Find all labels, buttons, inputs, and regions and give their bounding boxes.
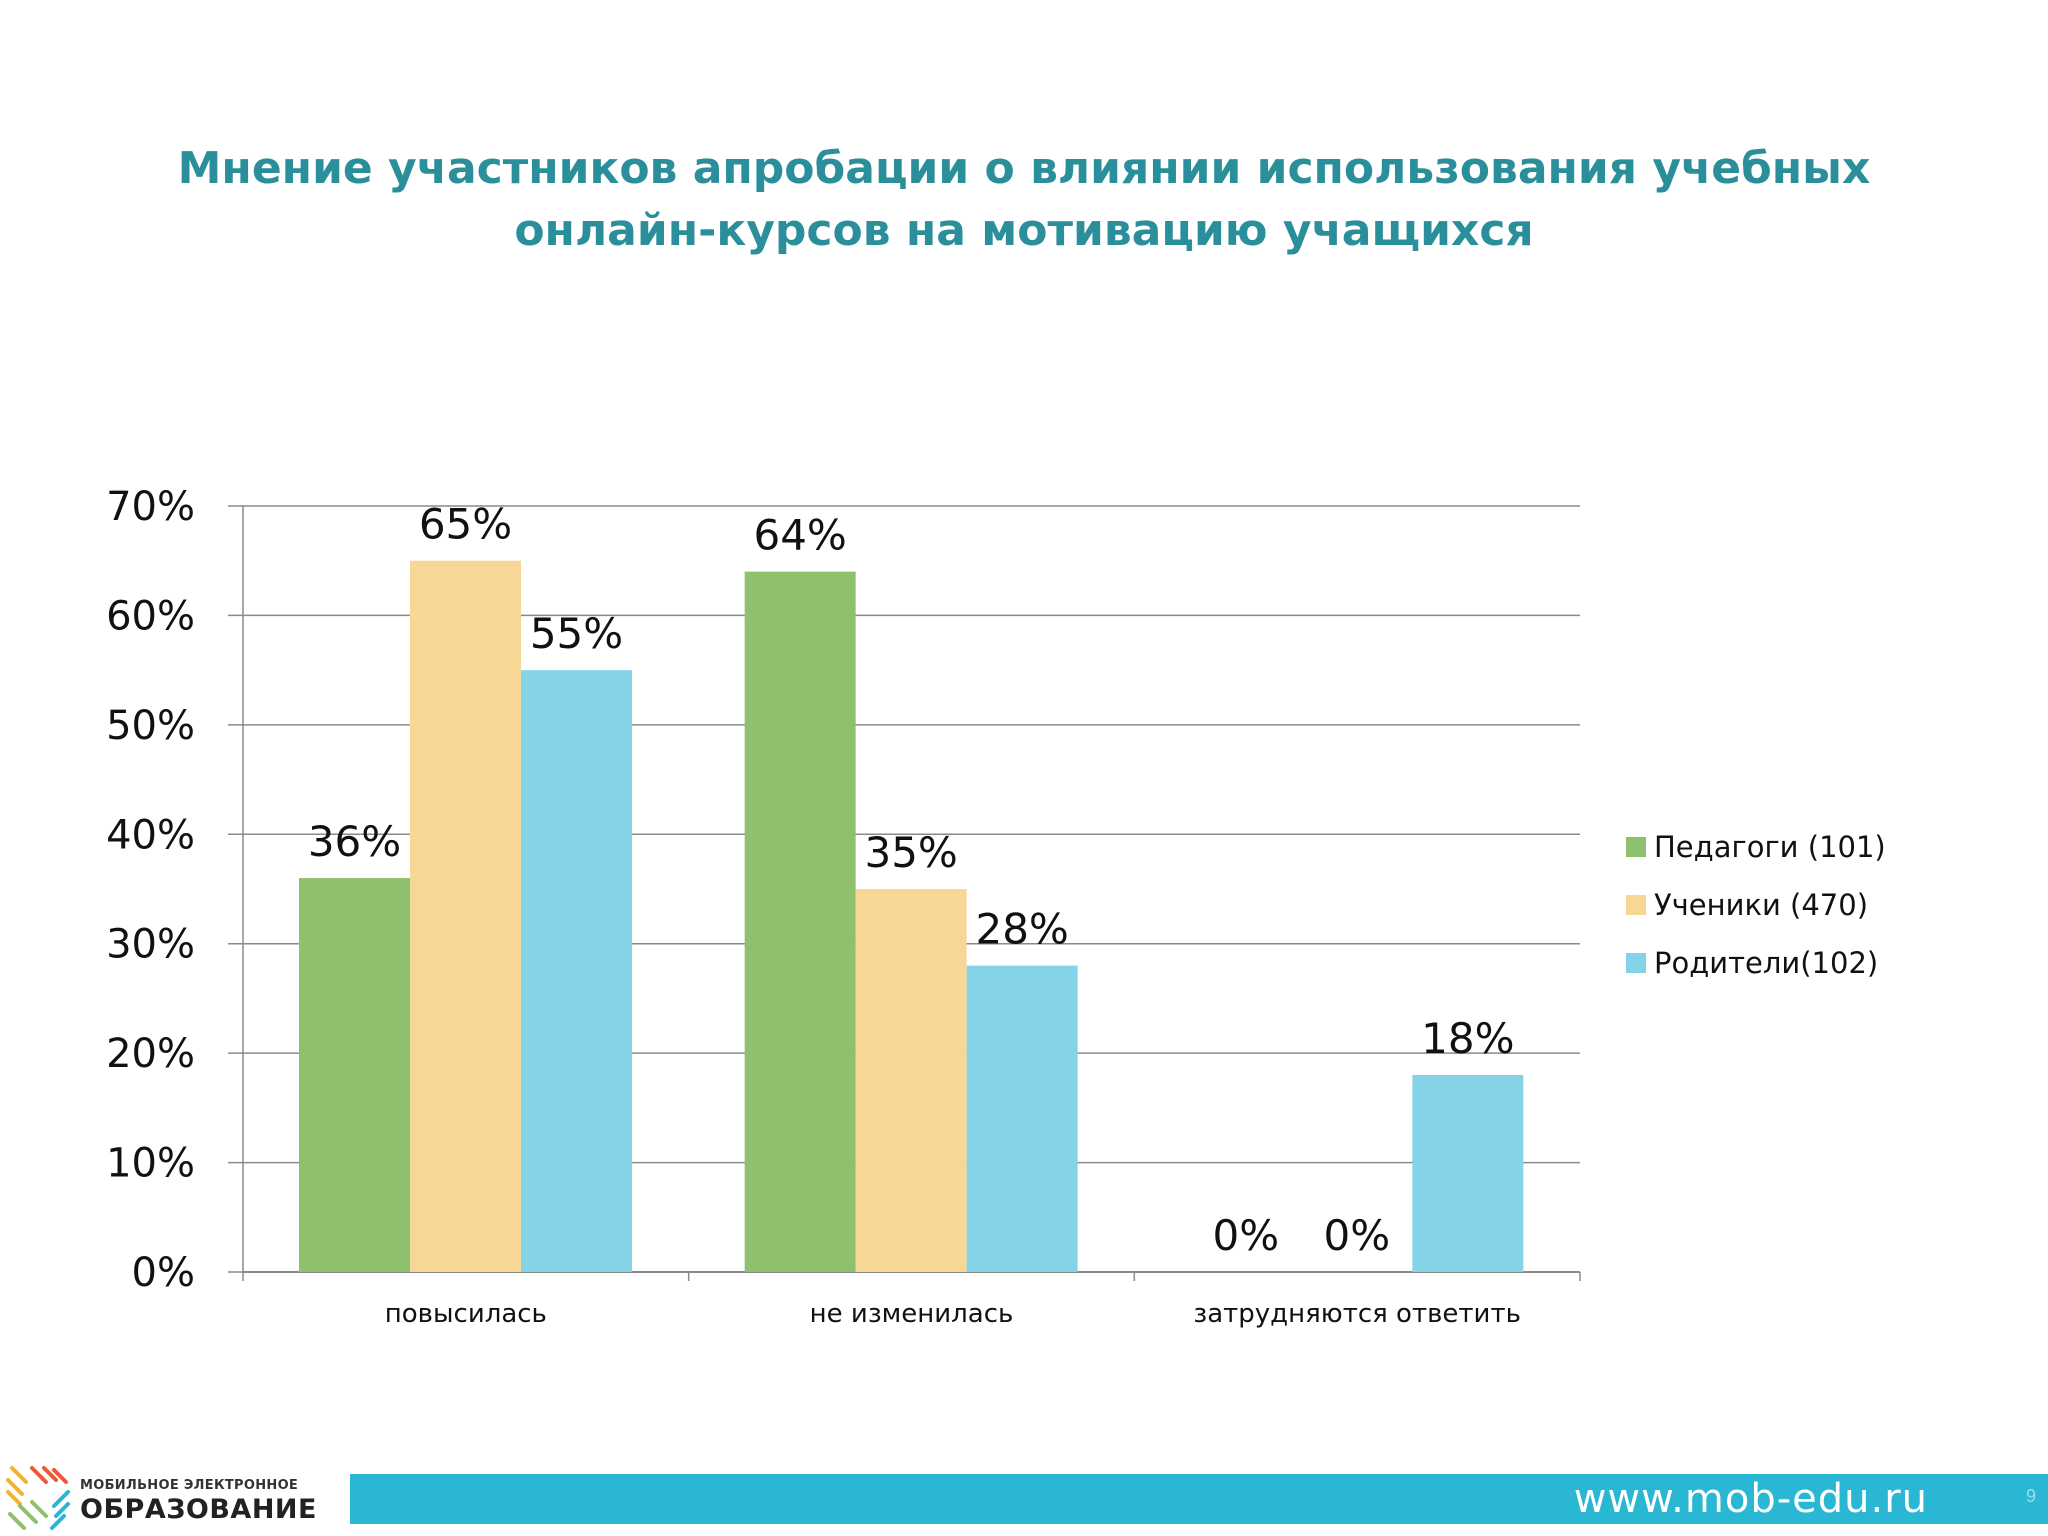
logo-icon bbox=[6, 1466, 70, 1530]
legend-swatch bbox=[1626, 895, 1646, 915]
legend-swatch bbox=[1626, 953, 1646, 973]
logo-text-main: ОБРАЗОВАНИЕ bbox=[80, 1494, 317, 1525]
data-label: 35% bbox=[864, 828, 957, 877]
bar bbox=[1412, 1075, 1524, 1272]
bar-chart: 0% 10% 20% 30% 40% 50% 60% 70% 36% 65% 55% повысила… bbox=[106, 484, 1886, 1329]
bar bbox=[855, 889, 967, 1272]
y-tick-label: 60% bbox=[106, 593, 195, 639]
bar bbox=[744, 571, 856, 1272]
bar bbox=[410, 560, 521, 1272]
logo: МОБИЛЬНОЕ ЭЛЕКТРОННОЕ ОБРАЗОВАНИЕ bbox=[0, 1460, 340, 1536]
data-label: 36% bbox=[308, 817, 401, 866]
legend-label: Родители(102) bbox=[1654, 946, 1878, 980]
legend-label: Ученики (470) bbox=[1654, 888, 1868, 922]
data-label: 64% bbox=[753, 511, 846, 560]
footer-url: www.mob-edu.ru bbox=[1573, 1476, 1928, 1522]
bar bbox=[966, 965, 1078, 1272]
legend-label: Педагоги (101) bbox=[1654, 830, 1886, 864]
data-label: 28% bbox=[975, 905, 1068, 954]
x-category-label: повысилась bbox=[385, 1299, 547, 1329]
slide-title-line2: онлайн-курсов на мотивацию учащихся bbox=[514, 205, 1534, 256]
y-tick-label: 70% bbox=[106, 484, 195, 530]
footer-bar: www.mob-edu.ru 9 bbox=[350, 1474, 2048, 1524]
slide-title: Мнение участников апробации о влиянии ис… bbox=[0, 138, 2048, 262]
bar bbox=[299, 878, 410, 1272]
x-category-label: не изменилась bbox=[810, 1299, 1014, 1329]
data-label: 18% bbox=[1421, 1014, 1514, 1063]
logo-text-top: МОБИЛЬНОЕ ЭЛЕКТРОННОЕ bbox=[80, 1478, 299, 1493]
x-category-label: затрудняются ответить bbox=[1193, 1299, 1521, 1329]
data-label: 0% bbox=[1213, 1211, 1280, 1260]
bar bbox=[521, 670, 632, 1272]
page-number: 9 bbox=[2025, 1486, 2036, 1506]
y-tick-label: 40% bbox=[106, 812, 195, 858]
data-label: 55% bbox=[530, 609, 623, 658]
data-label: 65% bbox=[419, 500, 512, 549]
y-tick-label: 0% bbox=[132, 1250, 195, 1296]
y-tick-label: 20% bbox=[106, 1031, 195, 1077]
y-tick-label: 50% bbox=[106, 703, 195, 749]
y-tick-label: 10% bbox=[106, 1141, 195, 1187]
data-label: 0% bbox=[1324, 1211, 1391, 1260]
y-tick-label: 30% bbox=[106, 922, 195, 968]
legend-swatch bbox=[1626, 837, 1646, 857]
slide-title-line1: Мнение участников апробации о влиянии ис… bbox=[177, 143, 1871, 194]
